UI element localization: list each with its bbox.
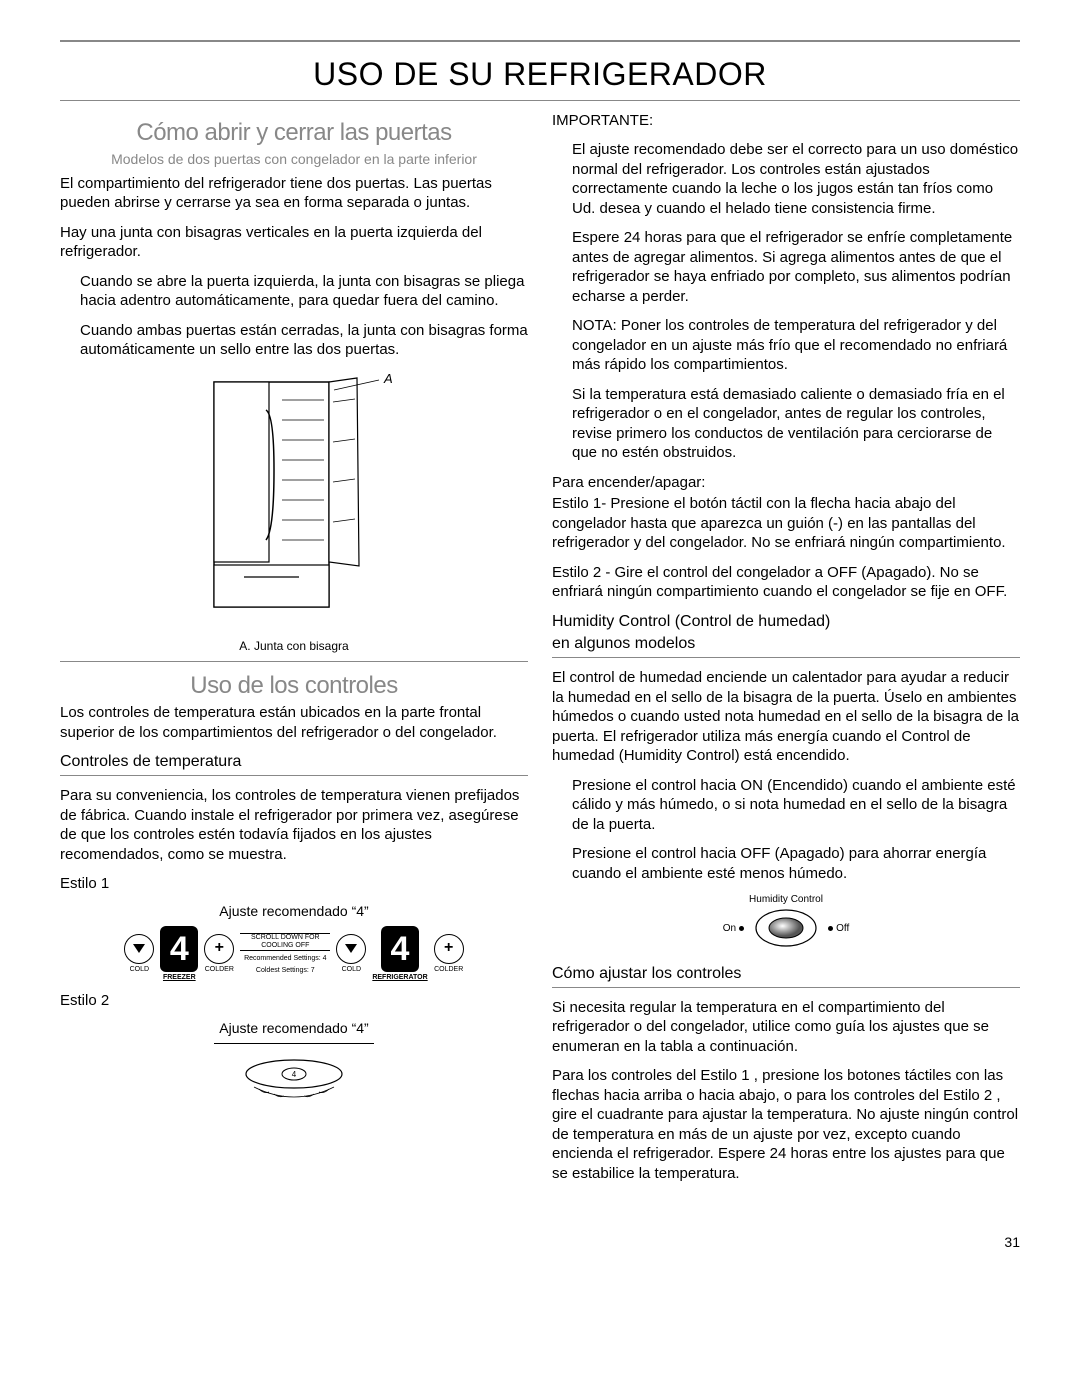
section-controls-title: Uso de los controles [60,670,528,701]
power-heading: Para encender/apagar: [552,473,1020,493]
freezer-down-unit: COLD [124,934,154,974]
dial-figure: 4 [60,1052,528,1108]
fridge-down-icon [336,934,366,964]
rec-text-1: Recommended Settings: 4 [244,955,327,963]
r-p4: Si la temperatura está demasiado calient… [572,385,1020,463]
control-panel-style1: COLD 4 FREEZER + COLDER SCROLL DOWN FOR … [60,926,528,982]
left-column: Cómo abrir y cerrar las puertas Modelos … [60,111,528,1194]
freezer-up-unit: + COLDER [204,934,234,974]
off-label: Off [836,922,849,935]
fridge-digit-unit: 4 REFRIGERATOR [372,926,427,982]
important-label: IMPORTANTE: [552,111,1020,131]
svg-text:A: A [383,371,393,386]
rec-setting-1: Ajuste recomendado “4” [60,902,528,920]
humidity-off: Off [828,922,849,935]
refrigerator-label: REFRIGERATOR [372,974,427,982]
right-column: IMPORTANTE: El ajuste recomendado debe s… [552,111,1020,1194]
r-p11: Para los controles del Estilo 1 , presio… [552,1066,1020,1183]
humidity-heading-2: en algunos modelos [552,634,1020,655]
r-p8: Presione el control hacia ON (Encendido)… [572,776,1020,835]
fridge-digit: 4 [381,926,419,972]
fridge-diagram-icon: A [184,370,404,630]
sub-rule-hum [552,657,1020,658]
freezer-digit: 4 [160,926,198,972]
dial-rule [214,1043,374,1044]
rec-setting-2: Ajuste recomendado “4” [60,1019,528,1037]
humidity-control-figure: Humidity Control On Off [552,893,1020,948]
mid-info: SCROLL DOWN FOR COOLING OFF Recommended … [240,933,330,975]
freezer-digit-unit: 4 FREEZER [160,926,198,982]
adjust-heading: Cómo ajustar los controles [552,964,1020,985]
doors-p1: El compartimiento del refrigerador tiene… [60,174,528,213]
r-p1: El ajuste recomendado debe ser el correc… [572,140,1020,218]
dot-icon-2 [828,926,833,931]
r-p7: El control de humedad enciende un calent… [552,668,1020,766]
doors-p2: Hay una junta con bisagras verticales en… [60,223,528,262]
on-label: On [723,922,736,935]
humidity-heading-1: Humidity Control (Control de humedad) [552,612,1020,633]
cold-label: COLD [130,966,149,974]
controls-p2: Para su conveniencia, los controles de t… [60,786,528,864]
fridge-up-unit: + COLDER [434,934,464,974]
scroll-text: SCROLL DOWN FOR COOLING OFF [240,933,330,952]
fridge-caption: A. Junta con bisagra [60,639,528,655]
r-p6: Estilo 2 - Gire el control del congelado… [552,563,1020,602]
fridge-down-unit: COLD [336,934,366,974]
fridge-up-icon: + [434,934,464,964]
r-p2: Espere 24 horas para que el refrigerador… [572,228,1020,306]
title-rule [60,100,1020,101]
section-rule-1 [60,661,528,662]
controls-p1: Los controles de temperatura están ubica… [60,703,528,742]
sub-rule-1 [60,775,528,776]
page-number: 31 [60,1233,1020,1251]
section-doors-subtitle: Modelos de dos puertas con congelador en… [60,150,528,168]
doors-p4: Cuando ambas puertas están cerradas, la … [80,321,528,360]
humidity-on: On [723,922,744,935]
svg-text:4: 4 [292,1070,297,1079]
cold-label-2: COLD [342,966,361,974]
fridge-figure: A A. Junta con bisagra [60,370,528,655]
doors-p3: Cuando se abre la puerta izquierda, la j… [80,272,528,311]
style2-label: Estilo 2 [60,991,528,1011]
r-p9: Presione el control hacia OFF (Apagado) … [572,844,1020,883]
temp-controls-heading: Controles de temperatura [60,752,528,773]
r-p10: Si necesita regular la temperatura en el… [552,998,1020,1057]
colder-label-2: COLDER [434,966,463,974]
section-doors-title: Cómo abrir y cerrar las puertas [60,117,528,148]
r-p5: Estilo 1- Presione el botón táctil con l… [552,494,1020,553]
freezer-up-icon: + [204,934,234,964]
colder-label-1: COLDER [205,966,234,974]
style1-label: Estilo 1 [60,874,528,894]
freezer-label: FREEZER [163,974,196,982]
dot-icon [739,926,744,931]
r-p3: NOTA: Poner los controles de temperatura… [572,316,1020,375]
humidity-title: Humidity Control [552,893,1020,906]
dial-icon: 4 [239,1052,349,1102]
rec-text-2: Coldest Settings: 7 [256,967,315,975]
freezer-down-icon [124,934,154,964]
humidity-switch-icon [754,908,818,948]
page-title: USO DE SU REFRIGERADOR [60,54,1020,96]
top-rule [60,40,1020,42]
sub-rule-adj [552,987,1020,988]
two-column-layout: Cómo abrir y cerrar las puertas Modelos … [60,111,1020,1194]
